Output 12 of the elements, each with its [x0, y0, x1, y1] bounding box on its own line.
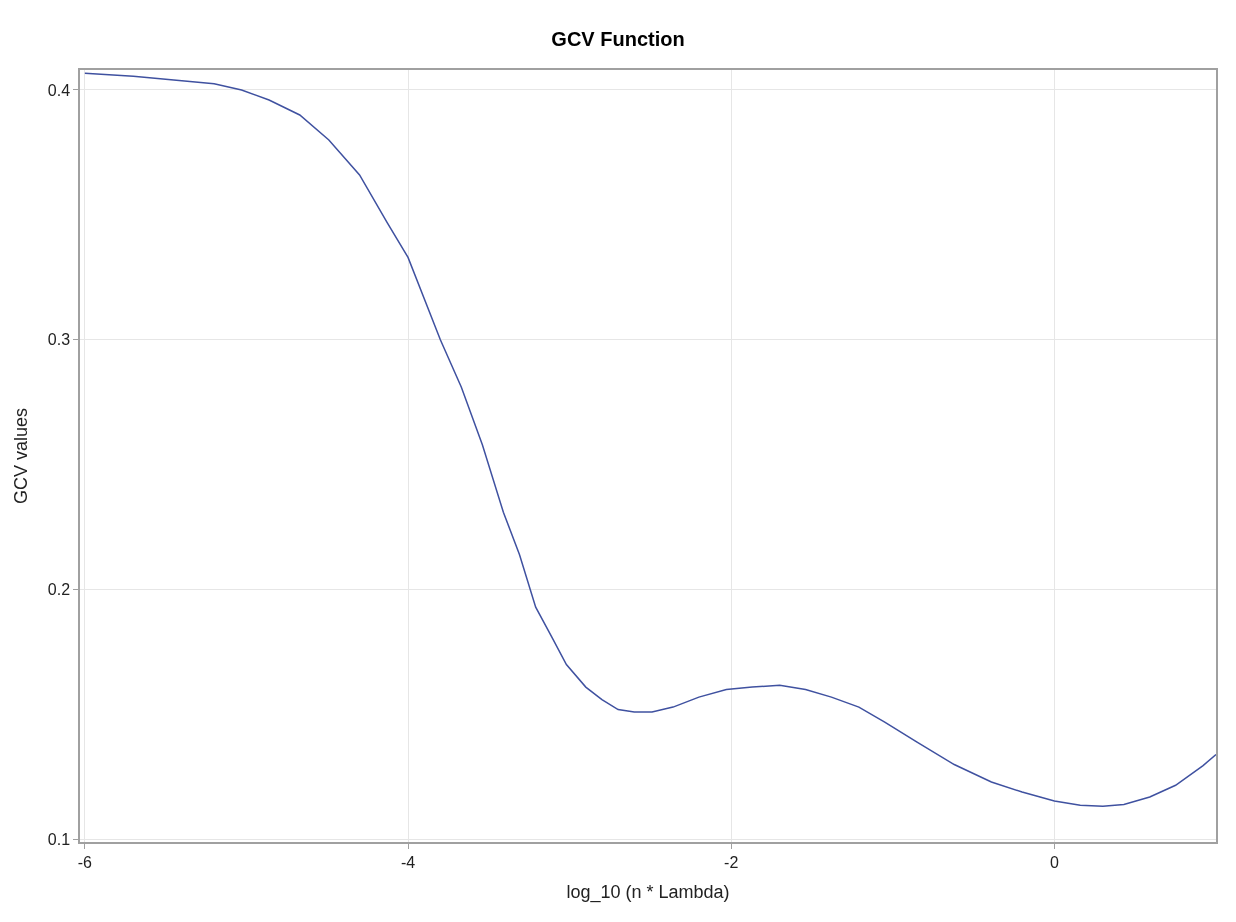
y-tick-label: 0.4 — [47, 81, 71, 99]
line-series — [84, 72, 1216, 808]
x-tick-label: -6 — [77, 853, 93, 871]
y-tick-label: 0.2 — [47, 581, 71, 599]
chart-title: GCV Function — [551, 28, 685, 51]
x-tick-label: 0 — [1049, 853, 1059, 871]
y-tick-label: 0.3 — [47, 331, 71, 349]
y-tick-label: 0.1 — [47, 831, 71, 849]
x-tick-label: -2 — [724, 853, 739, 871]
x-axis-title: log_10 (n * Lambda) — [566, 881, 730, 903]
x-tick-label: -4 — [400, 853, 416, 871]
y-axis-title: GCV values — [11, 407, 32, 505]
